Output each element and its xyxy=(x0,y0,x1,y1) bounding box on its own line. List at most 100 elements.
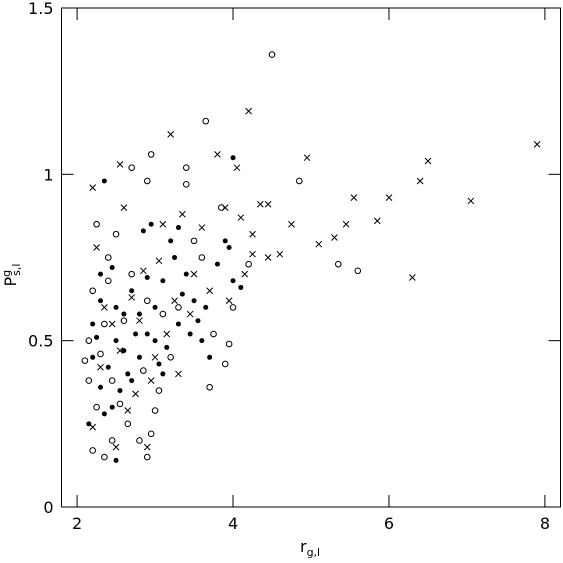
cross-point xyxy=(249,250,256,258)
cross-point xyxy=(198,224,206,231)
filled-point xyxy=(136,354,142,360)
open-point xyxy=(120,317,128,325)
filled-point xyxy=(156,361,162,367)
filled-point xyxy=(109,264,115,270)
open-point xyxy=(190,237,198,245)
filled-point xyxy=(125,371,131,377)
cross-point xyxy=(112,443,120,451)
open-point xyxy=(143,453,151,461)
x-tick-label: 2 xyxy=(72,514,82,533)
cross-point xyxy=(151,353,159,361)
cross-point xyxy=(245,107,252,115)
filled-point xyxy=(113,338,119,344)
open-point xyxy=(245,260,252,268)
cross-point xyxy=(167,131,175,138)
filled-point xyxy=(133,331,139,337)
cross-point xyxy=(159,220,167,228)
cross-point xyxy=(116,160,124,168)
open-point xyxy=(143,297,151,305)
x-axis-label: rg,l xyxy=(300,537,320,559)
cross-point xyxy=(147,377,155,384)
filled-point xyxy=(144,274,150,280)
y-label-sub: s,l xyxy=(10,264,23,276)
open-point xyxy=(93,403,100,411)
cross-point xyxy=(128,294,136,301)
open-point xyxy=(104,254,112,261)
open-point xyxy=(108,377,116,384)
filled-point xyxy=(164,344,170,350)
filled-point xyxy=(101,411,107,417)
open-point xyxy=(268,51,276,58)
open-point xyxy=(81,357,89,364)
cross-point xyxy=(140,267,147,275)
cross-point xyxy=(163,330,171,338)
y-tick-label: 1.5 xyxy=(28,0,53,18)
cross-point xyxy=(143,443,151,451)
cross-point xyxy=(175,370,182,378)
cross-point xyxy=(350,194,358,201)
open-point xyxy=(108,437,116,444)
cross-point xyxy=(108,320,116,328)
open-point xyxy=(89,447,96,454)
open-point xyxy=(104,277,112,285)
filled-point xyxy=(121,311,127,317)
filled-point xyxy=(129,288,135,294)
cross-point xyxy=(178,210,186,218)
filled-point xyxy=(109,404,115,410)
open-point xyxy=(151,407,159,414)
open-point xyxy=(198,254,206,261)
open-point xyxy=(202,117,210,125)
cross-point xyxy=(409,274,416,281)
open-point xyxy=(93,220,100,228)
filled-point xyxy=(94,334,100,340)
y-tick-label: 0 xyxy=(43,498,53,517)
open-point xyxy=(112,230,120,238)
x-tick-label: 8 xyxy=(540,514,550,533)
cross-point xyxy=(89,184,97,191)
x-tick-label: 6 xyxy=(384,514,394,533)
filled-point xyxy=(175,225,181,231)
filled-point xyxy=(160,278,166,284)
cross-point xyxy=(116,347,124,355)
y-label-main: P xyxy=(1,276,20,286)
cross-point xyxy=(533,141,541,148)
filled-point xyxy=(226,245,232,251)
x-tick-label: 4 xyxy=(228,514,238,533)
filled-point xyxy=(183,271,189,277)
filled-point xyxy=(90,321,96,327)
filled-point xyxy=(113,304,119,310)
open-point xyxy=(147,151,155,158)
open-point xyxy=(85,377,93,384)
filled-point xyxy=(152,338,158,344)
open-point xyxy=(124,420,132,428)
filled-point xyxy=(179,291,185,297)
filled-point xyxy=(86,421,92,427)
cross-point xyxy=(276,250,284,258)
filled-point xyxy=(97,384,103,390)
cross-point xyxy=(249,230,256,238)
cross-point xyxy=(241,270,249,278)
cross-point xyxy=(331,234,338,241)
open-point xyxy=(206,383,213,391)
cross-point xyxy=(385,194,393,201)
filled-point xyxy=(129,378,135,384)
filled-point xyxy=(203,304,209,310)
open-point xyxy=(210,330,217,338)
open-point xyxy=(182,181,190,188)
open-point xyxy=(147,430,155,438)
filled-point xyxy=(199,338,205,344)
open-point xyxy=(89,287,96,295)
cross-point xyxy=(93,244,100,251)
open-point xyxy=(182,164,190,171)
filled-point xyxy=(97,298,103,304)
cross-point xyxy=(264,254,272,261)
cross-point xyxy=(303,154,311,162)
open-point xyxy=(334,260,342,268)
filled-point xyxy=(90,354,96,360)
cross-point xyxy=(124,407,132,414)
open-point xyxy=(229,304,237,311)
filled-point xyxy=(97,271,103,277)
filled-point xyxy=(105,364,111,370)
cross-point xyxy=(237,214,245,221)
open-point xyxy=(159,310,167,318)
